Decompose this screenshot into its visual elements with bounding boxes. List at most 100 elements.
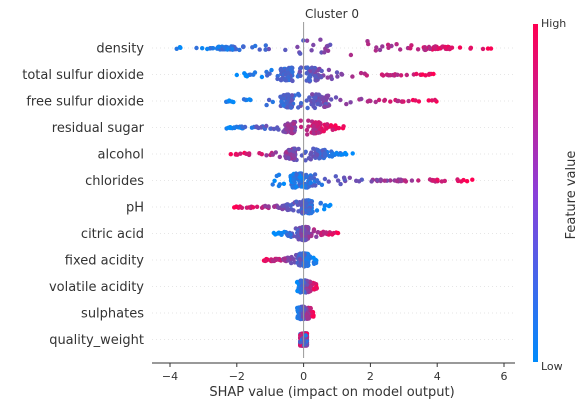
x-tick-label: 2: [367, 370, 374, 383]
shap-point: [263, 43, 268, 48]
shap-point: [252, 70, 258, 75]
shap-point: [322, 151, 328, 156]
shap-point: [296, 236, 301, 241]
shap-point: [178, 45, 183, 50]
shap-point: [277, 182, 282, 187]
shap-point: [325, 43, 330, 49]
shap-point: [311, 131, 316, 136]
shap-point: [205, 46, 210, 52]
shap-point: [359, 96, 364, 102]
x-tick-label: 4: [434, 370, 441, 383]
shap-point: [288, 66, 294, 71]
shap-point: [289, 98, 294, 103]
shap-point: [325, 122, 330, 127]
feature-label: free sulfur dioxide: [26, 95, 144, 110]
shap-point: [216, 44, 221, 49]
shap-point: [296, 105, 301, 110]
colorbar-low-label: Low: [541, 360, 563, 373]
shap-point: [264, 102, 269, 108]
shap-point: [341, 124, 346, 129]
shap-point: [329, 97, 334, 102]
x-tick-label: 0: [300, 370, 307, 383]
shap-point: [315, 230, 321, 235]
shap-point: [290, 78, 295, 84]
shap-point: [298, 73, 303, 79]
shap-point: [291, 121, 297, 127]
shap-point: [263, 203, 268, 209]
shap-point: [480, 46, 486, 52]
shap-point: [310, 92, 315, 97]
shap-point: [289, 126, 294, 131]
shap-point: [377, 47, 383, 53]
shap-point: [304, 342, 310, 347]
shap-point: [287, 148, 292, 153]
shap-point: [470, 177, 475, 182]
shap-point: [334, 150, 339, 156]
shap-point: [350, 151, 355, 156]
shap-point: [309, 200, 314, 205]
x-tick-label: −4: [162, 370, 178, 383]
shap-point: [413, 98, 418, 103]
shap-point: [311, 261, 317, 266]
shap-point: [309, 48, 314, 53]
shap-point: [303, 185, 308, 190]
feature-label: density: [96, 42, 144, 57]
shap-point: [311, 314, 316, 319]
shap-point: [257, 47, 262, 52]
shap-point: [381, 73, 386, 78]
shap-point: [228, 125, 233, 130]
chart-title: Cluster 0: [305, 7, 359, 21]
shap-point: [316, 130, 321, 135]
shap-point: [279, 77, 284, 83]
shap-point: [306, 118, 311, 123]
shap-point: [285, 123, 291, 128]
shap-point: [314, 234, 319, 239]
shap-point: [409, 178, 415, 183]
shap-point: [432, 97, 438, 103]
shap-point: [333, 95, 339, 100]
shap-point: [294, 172, 299, 177]
shap-point: [274, 256, 279, 262]
shap-point: [382, 97, 388, 103]
shap-point: [398, 73, 404, 78]
shap-point: [230, 46, 235, 52]
shap-point: [232, 125, 237, 130]
shap-point: [396, 98, 401, 104]
shap-point: [398, 178, 404, 184]
shap-point: [338, 97, 343, 103]
shap-point: [294, 280, 300, 285]
shap-point: [335, 74, 340, 79]
shap-point: [426, 98, 431, 103]
shap-point: [306, 124, 311, 129]
shap-point: [327, 154, 332, 159]
shap-point: [291, 208, 296, 213]
shap-point: [388, 99, 393, 104]
feature-label: citric acid: [81, 227, 144, 242]
shap-point: [275, 204, 280, 210]
shap-point: [322, 104, 328, 110]
shap-point: [295, 308, 300, 313]
shap-point: [240, 125, 245, 130]
shap-point: [398, 47, 403, 52]
shap-point: [257, 151, 262, 156]
shap-point: [270, 99, 275, 105]
shap-point: [270, 152, 275, 157]
shap-point: [295, 44, 300, 50]
shap-point: [468, 46, 473, 51]
shap-point: [311, 42, 316, 48]
shap-point: [280, 203, 285, 209]
colorbar-high-label: High: [541, 17, 566, 30]
shap-point: [366, 41, 371, 47]
shap-point: [288, 105, 294, 110]
shap-point: [264, 153, 269, 158]
shap-point: [270, 258, 276, 264]
shap-point: [308, 284, 313, 289]
shap-point: [319, 182, 325, 187]
shap-point: [318, 37, 323, 42]
shap-point: [272, 178, 277, 183]
shap-point: [308, 157, 313, 162]
shap-point: [427, 46, 433, 51]
shap-point: [302, 290, 307, 295]
shap-point: [439, 179, 444, 184]
